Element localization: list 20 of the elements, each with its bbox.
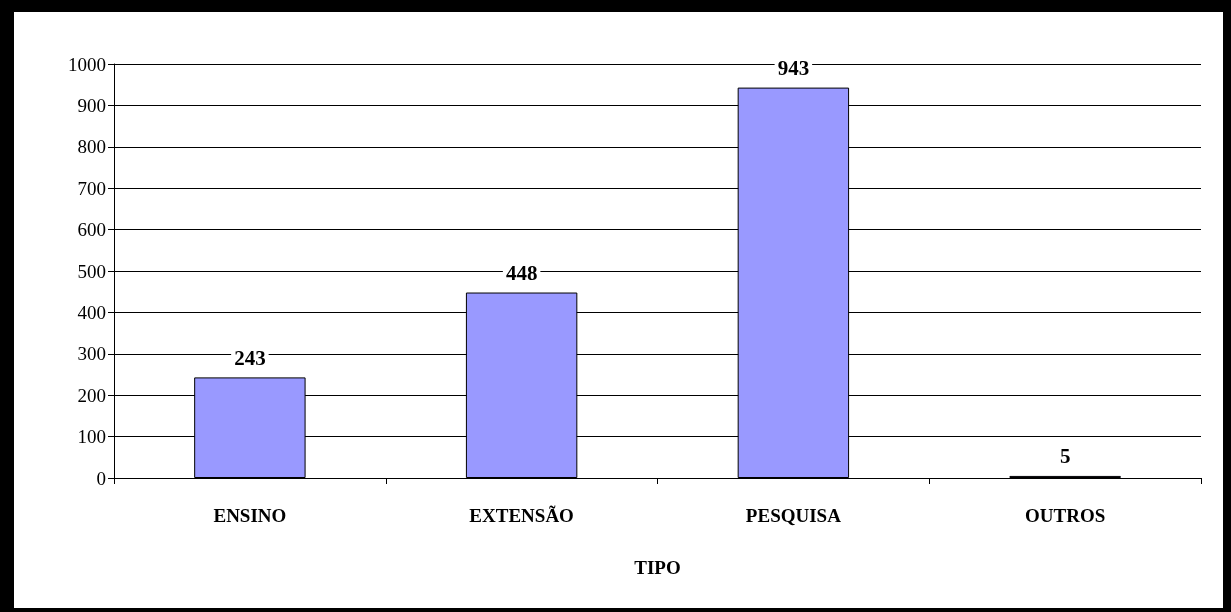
x-tick-label: OUTROS <box>1025 505 1106 526</box>
y-tick-label: 200 <box>77 384 106 406</box>
y-tick-label: 800 <box>77 136 106 158</box>
data-label: 943 <box>777 56 810 81</box>
data-label: 448 <box>505 261 538 286</box>
x-tick-label: PESQUISA <box>745 505 842 526</box>
y-tick-label: 500 <box>77 260 106 282</box>
y-tick-label: 400 <box>77 301 106 323</box>
data-label: 5 <box>1059 444 1071 469</box>
y-tick-label: 300 <box>77 343 106 365</box>
y-tick-label: 700 <box>77 177 106 199</box>
y-tick-label: 100 <box>77 426 106 448</box>
data-label: 243 <box>234 345 266 370</box>
x-tick-label: EXTENSÃO <box>469 505 574 526</box>
x-axis-title: TIPO <box>634 557 681 578</box>
x-tick-label: ENSINO <box>213 505 287 526</box>
y-tick-label: 900 <box>77 94 106 116</box>
y-tick-label: 1000 <box>68 53 106 75</box>
y-tick-label: 600 <box>77 219 106 241</box>
y-tick-label: 0 <box>96 467 106 489</box>
